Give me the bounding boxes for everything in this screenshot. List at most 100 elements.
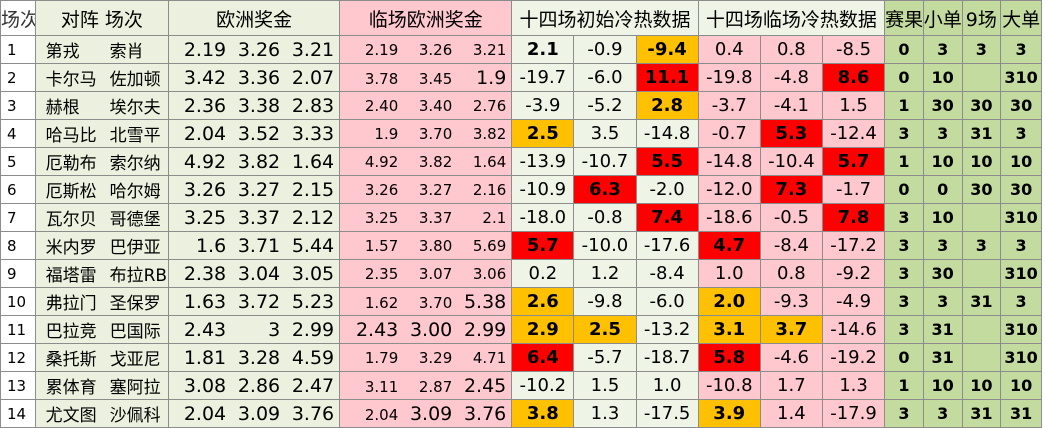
header-live-heat: 十四场临场冷热数据 (697, 0, 886, 36)
match-teams: 卡尔马 佐加顿 (34, 63, 170, 92)
result-value: 3 (884, 259, 924, 288)
live-euro-odd: 2.40 (364, 96, 399, 115)
live-euro-odd: 2.1 (482, 208, 507, 227)
init-heat-value: -10.0 (573, 231, 637, 260)
live-euro-odds: 2.40 3.40 2.76 (339, 91, 513, 120)
euro-odds: 2.43 3 2.99 (168, 315, 341, 344)
live-euro-odds: 3.26 3.27 2.16 (339, 175, 513, 204)
live-heat-value: 4.7 (697, 231, 761, 260)
table-row: 2 卡尔马 佐加顿 3.42 3.36 2.07 3.78 3.45 1.9 -19.7 -6.0 1… (0, 63, 1042, 92)
small-bet-value: 31 (922, 343, 963, 372)
live-heat-value: -18.6 (697, 203, 761, 232)
live-heat-value: 1.3 (821, 371, 886, 400)
header-live-euro: 临场欧洲奖金 (339, 0, 513, 36)
home-team: 哈马比 (45, 126, 97, 146)
live-euro-odd: 3.37 (418, 208, 453, 227)
live-heat-value: 3.1 (697, 315, 761, 344)
live-euro-odd: 2.04 (364, 405, 399, 424)
euro-odd: 2.99 (291, 318, 335, 341)
row-index: 11 (0, 315, 36, 344)
header-init-heat: 十四场初始冷热数据 (511, 0, 699, 36)
match-teams: 赫根 埃尔夫 (34, 91, 170, 120)
euro-odd: 3.42 (183, 66, 227, 89)
init-heat-value: -5.2 (573, 91, 637, 120)
live-euro-odds: 2.43 3.00 2.99 (339, 315, 513, 344)
away-team: 巴伊亚 (109, 238, 161, 258)
home-team: 第戎 (45, 42, 80, 62)
match-teams: 弗拉门 圣保罗 (34, 287, 170, 316)
away-team: 哥德堡 (109, 210, 161, 230)
row-index: 4 (0, 119, 36, 148)
match-teams: 桑托斯 戈亚尼 (34, 343, 170, 372)
init-heat-value: -9.4 (635, 35, 699, 64)
init-heat-value: 2.1 (511, 35, 575, 64)
match-teams: 米内罗 巴伊亚 (34, 231, 170, 260)
live-euro-odd: 1.62 (364, 293, 399, 312)
match-teams: 巴拉竞 巴国际 (34, 315, 170, 344)
init-heat-value: 5.5 (635, 147, 699, 176)
euro-odds: 2.19 3.26 3.21 (168, 35, 341, 64)
header-nine: 9场 (961, 0, 1002, 36)
away-team: 索尔纳 (109, 154, 161, 174)
live-euro-odd: 2.16 (472, 180, 507, 199)
init-heat-value: 5.7 (511, 231, 575, 260)
live-euro-odds: 4.92 3.82 1.64 (339, 147, 513, 176)
small-bet-value: 30 (922, 259, 963, 288)
euro-odd: 3.72 (237, 290, 281, 313)
table-row: 11 巴拉竞 巴国际 2.43 3 2.99 2.43 3.00 2.99 2.9 2.5 -13.2… (0, 315, 1042, 344)
euro-odds: 2.04 3.09 3.76 (168, 399, 341, 428)
table-row: 8 米内罗 巴伊亚 1.6 3.71 5.44 1.57 3.80 5.69 5.7 -10.0 -1… (0, 231, 1042, 260)
home-team: 瓦尔贝 (45, 210, 97, 230)
live-heat-value: -4.1 (759, 91, 823, 120)
live-euro-odd: 3.09 (409, 402, 453, 425)
live-euro-odd: 3.82 (418, 152, 453, 171)
header-match: 对阵 场次 (34, 0, 170, 36)
euro-odd: 5.44 (291, 234, 335, 257)
nine-match-value: 31 (961, 399, 1002, 428)
euro-odd: 1.6 (195, 234, 227, 257)
euro-odd: 2.04 (183, 122, 227, 145)
live-euro-odd: 2.45 (463, 374, 507, 397)
init-heat-value: -6.0 (635, 287, 699, 316)
live-euro-odd: 3.26 (418, 40, 453, 59)
result-value: 3 (884, 287, 924, 316)
live-heat-value: 5.7 (821, 147, 886, 176)
live-euro-odds: 3.78 3.45 1.9 (339, 63, 513, 92)
euro-odd: 3.76 (291, 402, 335, 425)
init-heat-value: 3.5 (573, 119, 637, 148)
nine-match-value: 31 (961, 119, 1002, 148)
live-euro-odd: 3.78 (364, 69, 399, 88)
init-heat-value: -13.2 (635, 315, 699, 344)
live-heat-value: 3.9 (697, 399, 761, 428)
small-bet-value: 3 (922, 399, 963, 428)
init-heat-value: -17.5 (635, 399, 699, 428)
big-bet-value: 3 (1000, 35, 1042, 64)
away-team: 布拉RB (109, 266, 168, 286)
live-euro-odd: 3.06 (472, 264, 507, 283)
init-heat-value: -5.7 (573, 343, 637, 372)
euro-odd: 3.08 (183, 374, 227, 397)
big-bet-value: 31 (1000, 399, 1042, 428)
live-euro-odd: 3.27 (418, 180, 453, 199)
init-heat-value: -17.6 (635, 231, 699, 260)
live-heat-value: 7.8 (821, 203, 886, 232)
live-euro-odd: 3.07 (418, 264, 453, 283)
euro-odds: 1.81 3.28 4.59 (168, 343, 341, 372)
home-team: 厄勒布 (45, 154, 97, 174)
home-team: 弗拉门 (45, 294, 97, 314)
live-heat-value: -10.8 (697, 371, 761, 400)
table-row: 13 累体育 塞阿拉 3.08 2.86 2.47 3.11 2.87 2.45 -10.2 1.5… (0, 371, 1042, 400)
live-heat-value: -9.2 (821, 259, 886, 288)
big-bet-value: 310 (1000, 259, 1042, 288)
euro-odd: 3.26 (183, 178, 227, 201)
live-euro-odd: 5.38 (463, 290, 507, 313)
away-team: 沙佩科 (109, 406, 161, 426)
big-bet-value: 310 (1000, 343, 1042, 372)
euro-odd: 5.23 (291, 290, 335, 313)
away-team: 哈尔姆 (109, 182, 161, 202)
small-bet-value: 0 (922, 175, 963, 204)
live-euro-odd: 1.9 (374, 124, 399, 143)
home-team: 桑托斯 (45, 350, 97, 370)
row-index: 12 (0, 343, 36, 372)
live-heat-value: 7.3 (759, 175, 823, 204)
